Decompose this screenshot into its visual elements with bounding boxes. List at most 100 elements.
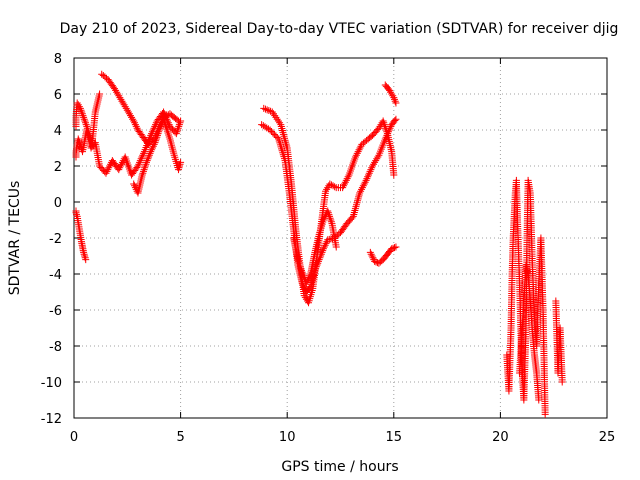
plus-marker: [148, 146, 156, 154]
y-tick-label: 0: [54, 196, 62, 211]
plus-marker: [136, 158, 144, 166]
plus-marker: [274, 117, 282, 125]
plus-marker: [72, 211, 80, 219]
plus-marker: [318, 248, 326, 256]
plus-marker: [148, 128, 156, 136]
plus-marker: [305, 274, 313, 282]
plus-marker: [272, 113, 280, 121]
plus-marker: [138, 153, 146, 161]
plus-marker: [160, 108, 168, 116]
plus-marker: [74, 101, 82, 109]
plus-marker: [176, 160, 184, 168]
plus-marker: [77, 106, 85, 114]
tick-labels: 0 5 10 15 20 25 -12 -10 -8 -6 -4 -2 0 2 4 6 8: [41, 52, 616, 445]
plus-marker: [325, 211, 333, 219]
plus-marker: [379, 117, 387, 125]
plus-marker: [118, 160, 126, 168]
plus-marker: [389, 92, 397, 100]
plus-marker: [177, 117, 185, 125]
plus-marker: [367, 250, 375, 258]
data-series: [552, 297, 566, 386]
plus-marker: [535, 396, 543, 404]
plus-marker: [153, 133, 161, 141]
plus-marker: [260, 104, 268, 112]
plus-marker: [80, 115, 88, 123]
plus-marker: [130, 117, 138, 125]
plus-marker: [82, 121, 90, 129]
y-tick-label: 8: [54, 52, 62, 67]
plus-marker: [75, 139, 83, 147]
plus-marker: [368, 252, 376, 260]
plus-marker: [319, 247, 327, 255]
plus-marker: [160, 110, 168, 118]
plus-marker: [391, 117, 399, 125]
plus-marker: [297, 265, 305, 273]
plus-marker: [326, 212, 334, 220]
plus-marker: [161, 112, 169, 120]
plus-marker: [140, 166, 148, 174]
plus-marker: [106, 162, 114, 170]
plus-marker: [329, 182, 337, 190]
x-tick-label: 25: [599, 430, 616, 445]
plus-marker: [75, 103, 83, 111]
plus-marker: [299, 270, 307, 278]
plus-marker: [392, 115, 400, 123]
plus-marker: [268, 128, 276, 135]
data-series: [260, 104, 398, 307]
plus-marker: [374, 153, 382, 161]
plus-marker: [175, 164, 183, 172]
plus-marker: [141, 162, 149, 170]
plus-marker: [319, 245, 327, 253]
plus-marker: [387, 88, 395, 96]
x-tick-label: 0: [70, 430, 78, 445]
plus-marker: [136, 157, 144, 165]
plus-marker: [340, 182, 348, 190]
plus-marker: [174, 126, 182, 134]
plus-marker: [131, 119, 139, 127]
plus-marker: [355, 146, 363, 154]
plus-marker: [116, 164, 124, 172]
plus-marker: [174, 166, 182, 174]
plus-marker: [324, 209, 332, 217]
plus-marker: [294, 257, 302, 265]
plus-marker: [134, 162, 142, 170]
plus-marker: [154, 130, 162, 138]
plus-marker: [368, 164, 376, 172]
plus-marker: [157, 122, 165, 130]
data-series: [258, 115, 400, 296]
plus-marker: [356, 144, 364, 152]
plus-marker: [362, 176, 370, 184]
plus-marker: [364, 171, 372, 179]
plus-marker: [391, 95, 399, 103]
plus-marker: [327, 218, 335, 226]
plus-marker: [113, 88, 121, 96]
plus-marker: [176, 162, 184, 170]
plus-marker: [148, 130, 156, 138]
plus-marker: [124, 108, 132, 116]
plus-marker: [73, 99, 81, 107]
plus-marker: [370, 160, 378, 168]
plus-marker: [392, 243, 400, 251]
plus-marker: [172, 130, 180, 138]
plus-marker: [144, 155, 152, 163]
plus-marker: [319, 216, 327, 224]
plus-marker: [104, 166, 112, 174]
plus-marker: [358, 185, 366, 193]
plus-marker: [391, 244, 399, 252]
data-series: [381, 81, 400, 107]
plus-marker: [353, 149, 361, 157]
plus-marker: [78, 108, 86, 116]
plus-marker: [115, 166, 123, 174]
plus-marker: [128, 113, 136, 121]
plus-marker: [369, 254, 377, 262]
plus-marker: [79, 112, 87, 120]
plus-marker: [150, 124, 158, 132]
plus-marker: [156, 124, 164, 132]
plus-marker: [105, 164, 113, 172]
plus-marker: [359, 182, 367, 190]
plus-marker: [83, 124, 91, 132]
y-tick-label: -8: [49, 340, 62, 355]
plus-marker: [322, 187, 330, 195]
plus-marker: [372, 157, 380, 165]
